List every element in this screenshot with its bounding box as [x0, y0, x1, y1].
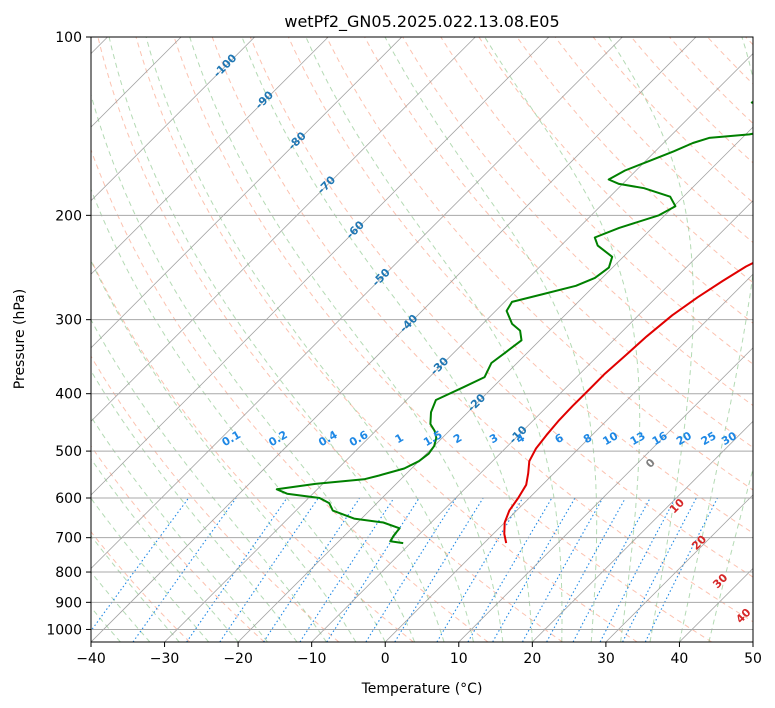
mixing-ratio-line: [572, 497, 651, 642]
moist-adiabat-line: [91, 497, 210, 642]
moist-adiabat-line: [484, 37, 641, 642]
isotherm-line: [384, 273, 753, 642]
mixing-ratio-line: [365, 497, 457, 642]
y-tick-label: 200: [55, 208, 82, 224]
x-axis-label: Temperature (°C): [361, 681, 483, 697]
y-axis-label: Pressure (hPa): [12, 289, 28, 389]
isotherm-line: [532, 420, 753, 642]
moist-adiabat-line: [91, 369, 298, 642]
dry-adiabat-line: [440, 37, 753, 365]
dry-adiabat-line: [135, 37, 638, 642]
moist-adiabat-line: [91, 535, 180, 642]
y-tick-label: 400: [55, 387, 82, 403]
isotherm-line: [458, 347, 753, 642]
moist-adiabat-line: [608, 37, 694, 642]
isotherm-line: [91, 37, 623, 570]
dry-adiabat-line: [211, 37, 753, 623]
moist-adiabat-line: [91, 415, 268, 642]
moist-adiabat-line: [91, 259, 357, 642]
dry-adiabat-line: [516, 37, 753, 284]
axes: −40 −30 −20 −10 0 10 20 30 40 50 100 200 300 400 500 60…: [46, 30, 762, 667]
mixing-ratio-line: [132, 497, 237, 642]
mixing-ratio-line: [394, 497, 484, 642]
x-tick-label: −40: [76, 651, 106, 667]
mixing-ratio-line: [263, 497, 361, 642]
x-tick-label: 50: [744, 651, 762, 667]
isotherm-line: [91, 37, 476, 422]
isotherm-line: [91, 37, 403, 349]
moist-adiabat-line: [91, 457, 239, 642]
moist-adiabat-line: [384, 37, 598, 642]
x-tick-label: 10: [450, 651, 468, 667]
chart-title: wetPf2_GN05.2025.022.13.08.E05: [284, 12, 559, 32]
x-tick-label: 30: [597, 651, 615, 667]
background-lines: [91, 37, 753, 642]
plot-background: [91, 37, 753, 642]
isotherm-line: [237, 126, 753, 642]
mixing-ratio-line: [644, 497, 718, 642]
x-tick-label: 20: [523, 651, 541, 667]
profile-lines: [275, 100, 753, 545]
isotherm-line: [605, 494, 753, 642]
y-tick-label: 900: [55, 595, 82, 611]
y-tick-label: 500: [55, 444, 82, 460]
isotherm-line: [91, 37, 550, 496]
dry-adiabat-line: [97, 37, 563, 642]
x-tick-label: 40: [671, 651, 689, 667]
dry-adiabat-line: [402, 37, 753, 407]
y-tick-label: 300: [55, 313, 82, 329]
plot-frame: [90, 36, 754, 643]
y-tick-label: 700: [55, 531, 82, 547]
moist-adiabat-line: [305, 37, 563, 642]
temperature-profile-line: [503, 261, 753, 544]
dry-adiabat-line: [91, 445, 265, 642]
dry-adiabat-line: [91, 148, 489, 642]
x-tick-label: −10: [297, 651, 327, 667]
moist-adiabat-line: [91, 188, 386, 642]
isotherm-line: [311, 200, 753, 642]
isotherm-line: [91, 37, 329, 275]
dewpoint-profile-line: [275, 100, 753, 545]
mixing-ratio-line: [599, 497, 676, 642]
y-tick-label: 800: [55, 565, 82, 581]
dry-adiabat-line: [249, 37, 753, 578]
mixing-ratio-line: [622, 497, 697, 642]
y-tick-label: 100: [55, 30, 82, 46]
isotherm-line: [91, 37, 697, 642]
dry-adiabat-line: [173, 37, 713, 642]
dry-adiabat-line: [91, 355, 340, 642]
mixing-ratio-line: [91, 497, 190, 632]
moist-adiabat-line: [108, 37, 445, 642]
moist-adiabat-line: [241, 37, 533, 642]
x-tick-label: −20: [223, 651, 253, 667]
isotherm-line: [91, 37, 255, 202]
y-tick-label: 600: [55, 491, 82, 507]
x-tick-label: −30: [150, 651, 180, 667]
x-tick-label: 0: [381, 651, 390, 667]
y-tick-label: 1000: [46, 622, 82, 638]
moist-adiabat-line: [145, 37, 474, 642]
dry-adiabat-line: [91, 531, 191, 642]
isotherm-line: [164, 52, 753, 642]
mixing-ratio-line: [546, 497, 626, 642]
